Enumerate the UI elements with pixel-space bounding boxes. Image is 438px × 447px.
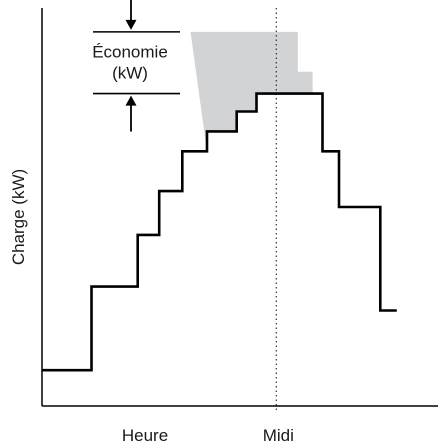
load-step-line xyxy=(42,92,397,372)
arrow-up-head-icon xyxy=(125,95,137,106)
x-axis-label: Heure xyxy=(122,426,168,445)
savings-label-line2: (kW) xyxy=(112,64,148,83)
savings-shaded-area xyxy=(190,31,313,152)
x-tick-label-noon: Midi xyxy=(263,426,294,445)
savings-label-line1: Économie xyxy=(92,43,168,62)
y-axis-label: Charge (kW) xyxy=(9,169,28,265)
arrow-down-head-icon xyxy=(125,19,137,30)
